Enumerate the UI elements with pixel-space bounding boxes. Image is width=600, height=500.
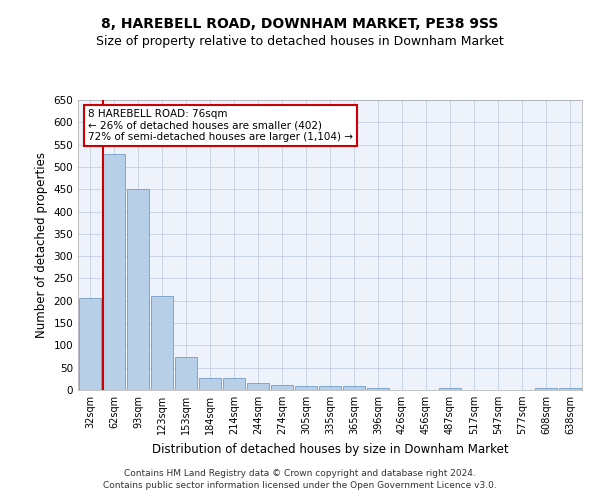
Bar	[103, 154, 125, 390]
Bar	[367, 388, 389, 390]
Bar	[199, 378, 221, 390]
Bar	[559, 388, 581, 390]
Bar	[439, 388, 461, 390]
Bar	[271, 384, 293, 390]
Text: 8, HAREBELL ROAD, DOWNHAM MARKET, PE38 9SS: 8, HAREBELL ROAD, DOWNHAM MARKET, PE38 9…	[101, 18, 499, 32]
Bar	[343, 386, 365, 390]
Bar	[247, 384, 269, 390]
Text: Contains HM Land Registry data © Crown copyright and database right 2024.
Contai: Contains HM Land Registry data © Crown c…	[103, 468, 497, 490]
Bar	[175, 356, 197, 390]
Bar	[127, 189, 149, 390]
X-axis label: Distribution of detached houses by size in Downham Market: Distribution of detached houses by size …	[152, 442, 508, 456]
Bar	[151, 296, 173, 390]
Bar	[319, 386, 341, 390]
Bar	[295, 386, 317, 390]
Text: 8 HAREBELL ROAD: 76sqm
← 26% of detached houses are smaller (402)
72% of semi-de: 8 HAREBELL ROAD: 76sqm ← 26% of detached…	[88, 108, 353, 142]
Bar	[223, 378, 245, 390]
Bar	[535, 388, 557, 390]
Y-axis label: Number of detached properties: Number of detached properties	[35, 152, 48, 338]
Bar	[79, 298, 101, 390]
Text: Size of property relative to detached houses in Downham Market: Size of property relative to detached ho…	[96, 35, 504, 48]
